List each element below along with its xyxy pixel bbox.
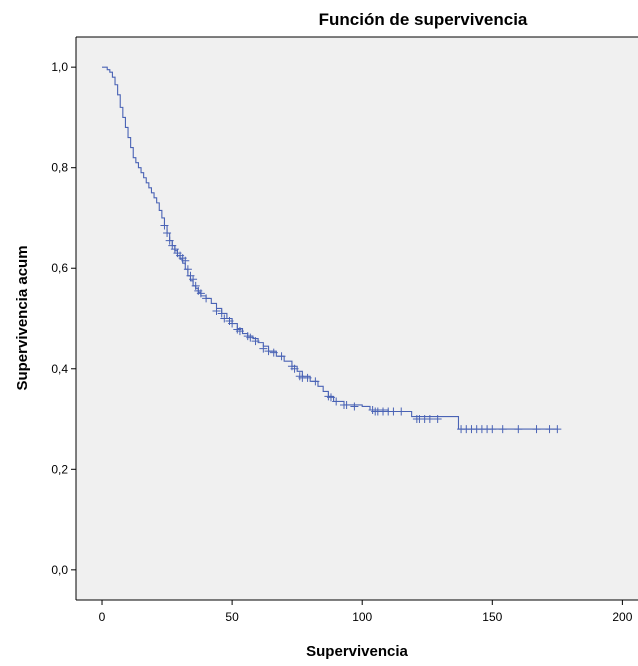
x-tick-label: 200 — [612, 610, 632, 624]
x-tick-label: 0 — [99, 610, 106, 624]
survival-step-line — [102, 66, 558, 430]
censor-mark — [235, 327, 244, 336]
plot-area — [76, 37, 638, 600]
censor-mark — [545, 425, 554, 434]
censor-mark — [553, 425, 562, 434]
censor-mark — [228, 319, 237, 328]
censor-mark — [202, 294, 211, 303]
censor-mark — [488, 425, 497, 434]
chart-title: Función de supervivencia — [319, 10, 528, 29]
censor-mark — [165, 236, 174, 245]
y-axis-label: Supervivencia acum — [14, 245, 31, 390]
survival-series — [102, 66, 562, 434]
censor-mark — [217, 309, 226, 318]
censor-mark — [196, 289, 205, 298]
censor-mark — [277, 352, 286, 361]
censor-mark — [532, 425, 541, 434]
x-tick-label: 50 — [225, 610, 239, 624]
censor-mark — [498, 425, 507, 434]
y-tick-label: 0,4 — [51, 362, 68, 376]
x-tick-label: 150 — [482, 610, 502, 624]
censor-mark — [303, 373, 312, 382]
censor-mark — [251, 337, 260, 346]
censor-mark — [264, 347, 273, 356]
x-axis-ticks: 0 50 100 150 200 — [99, 600, 633, 624]
censor-mark — [290, 364, 299, 373]
censor-mark — [342, 400, 351, 409]
censor-mark — [220, 314, 229, 323]
censor-mark — [389, 407, 398, 416]
censor-mark — [170, 245, 179, 254]
censor-mark — [259, 344, 268, 353]
censor-mark — [163, 229, 172, 238]
y-axis-ticks: 0,0 0,2 0,4 0,6 0,8 1,0 — [51, 60, 76, 577]
y-tick-label: 1,0 — [51, 60, 68, 74]
censor-mark — [332, 397, 341, 406]
y-tick-label: 0,0 — [51, 563, 68, 577]
censor-mark — [191, 281, 200, 290]
censor-mark — [311, 377, 320, 386]
censor-mark — [350, 402, 359, 411]
censor-mark — [425, 415, 434, 424]
censor-mark — [212, 306, 221, 315]
censor-mark — [246, 333, 255, 342]
censor-mark — [514, 425, 523, 434]
censor-mark — [189, 275, 198, 284]
y-tick-label: 0,6 — [51, 261, 68, 275]
censor-mark — [160, 221, 169, 230]
censor-mark — [181, 256, 190, 265]
y-tick-label: 0,2 — [51, 462, 68, 476]
censor-mark — [433, 415, 442, 424]
censor-mark — [326, 393, 335, 402]
y-tick-label: 0,8 — [51, 161, 68, 175]
x-tick-label: 100 — [352, 610, 372, 624]
censor-mark — [269, 348, 278, 357]
x-axis-label: Supervivencia — [306, 643, 408, 660]
censor-mark — [183, 265, 192, 274]
censor-mark — [397, 407, 406, 416]
